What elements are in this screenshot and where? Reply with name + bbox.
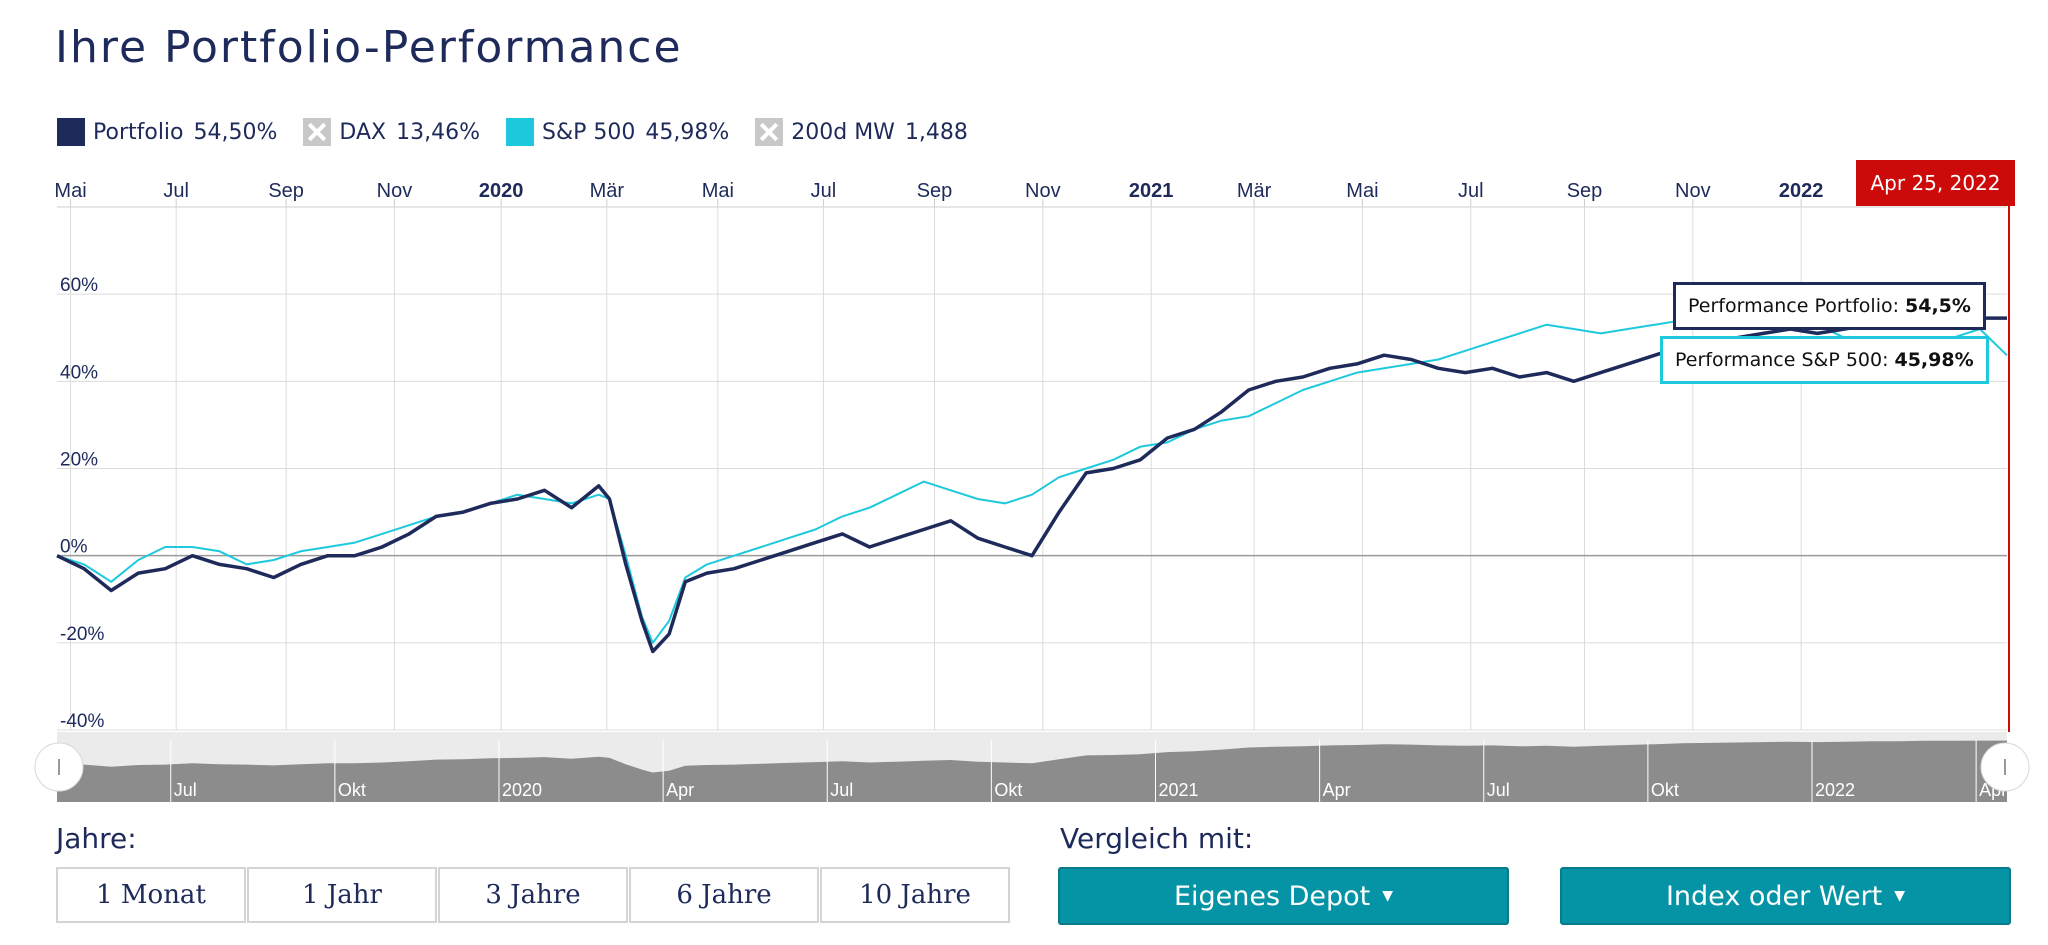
caret-down-icon: ▼ (1894, 888, 1906, 904)
own-depot-label: Eigenes Depot (1173, 880, 1371, 912)
tooltip-portfolio-label: Performance Portfolio: (1688, 295, 1900, 317)
range-button-1-year[interactable]: 1 Jahr (247, 867, 437, 923)
index-or-value-dropdown[interactable]: Index oder Wert ▼ (1560, 867, 2011, 925)
navigator-label: 2022 (1815, 780, 1855, 800)
y-tick-label: 20% (60, 450, 98, 471)
navigator-area (57, 740, 2007, 802)
legend-item-sp500[interactable]: S&P 500 45,98% (505, 118, 730, 146)
legend-value-sp500: 45,98% (645, 119, 730, 145)
x-tick-label: Mai (702, 180, 734, 202)
legend-value-dax: 13,46% (396, 119, 480, 145)
x-tick-label: 2022 (1779, 180, 1824, 202)
index-or-value-label: Index oder Wert (1665, 880, 1883, 912)
navigator-label: Apr (666, 780, 694, 800)
x-tick-label: Jul (1458, 180, 1484, 202)
tooltip-portfolio: Performance Portfolio: 54,5% (1673, 282, 1986, 330)
x-tick-label: Jul (811, 180, 837, 202)
navigator-label: 2021 (1159, 780, 1199, 800)
x-tick-label: 2021 (1129, 180, 1174, 202)
legend-label-portfolio: Portfolio (93, 119, 184, 145)
range-button-1-month[interactable]: 1 Monat (56, 867, 246, 923)
current-date-badge: Apr 25, 2022 (1856, 160, 2015, 206)
tooltip-portfolio-value: 54,5% (1905, 295, 1971, 317)
navigator-label: 2020 (502, 780, 542, 800)
caret-down-icon: ▼ (1382, 888, 1394, 904)
navigator-label: Apr (1323, 780, 1351, 800)
navigator-label: Jul (1487, 780, 1510, 800)
legend-value-portfolio: 54,50% (193, 119, 278, 145)
y-tick-label: -20% (60, 624, 104, 645)
navigator-label: Okt (338, 780, 366, 800)
tooltip-sp500-label: Performance S&P 500: (1675, 349, 1889, 371)
range-button-6-years[interactable]: 6 Jahre (629, 867, 819, 923)
x-tick-label: Sep (917, 180, 953, 202)
tooltip-sp500-value: 45,98% (1894, 349, 1974, 371)
years-label: Jahre: (56, 822, 137, 855)
range-button-3-years[interactable]: 3 Jahre (438, 867, 628, 923)
legend-swatch-portfolio (57, 118, 85, 146)
x-tick-label: Mai (54, 180, 86, 202)
x-tick-label: Jul (163, 180, 189, 202)
legend-label-sp500: S&P 500 (541, 119, 636, 145)
y-tick-label: 60% (60, 275, 98, 296)
legend-disabled-icon-dax (303, 118, 332, 146)
compare-label: Vergleich mit: (1060, 822, 1254, 855)
navigator-label: Okt (1651, 780, 1679, 800)
sp500-line (56, 306, 2008, 644)
navigator-label: Jul (830, 780, 853, 800)
range-button-10-years[interactable]: 10 Jahre (820, 867, 1010, 923)
x-tick-label: Nov (1025, 180, 1061, 202)
legend-label-dax: DAX (339, 119, 387, 145)
x-tick-label: Sep (1567, 180, 1603, 202)
y-tick-label: 40% (60, 362, 98, 383)
legend-value-200d-mw: 1,488 (904, 119, 968, 145)
legend-label-200d-mw: 200d MW (791, 119, 895, 145)
x-tick-label: Nov (1675, 180, 1711, 202)
navigator-label: Okt (994, 780, 1022, 800)
legend-item-portfolio[interactable]: Portfolio 54,50% (57, 118, 277, 146)
range-button-group: 1 Monat 1 Jahr 3 Jahre 6 Jahre 10 Jahre (56, 867, 1011, 923)
y-tick-label: -40% (60, 711, 104, 732)
x-tick-label: 2020 (479, 180, 524, 202)
chart-legend: Portfolio 54,50% DAX 13,46% S&P 500 45,9… (57, 118, 994, 146)
navigator-label: Jul (174, 780, 197, 800)
x-tick-label: Mär (590, 180, 625, 202)
legend-item-200d-mw[interactable]: 200d MW 1,488 (755, 118, 968, 146)
legend-swatch-sp500 (505, 118, 534, 146)
x-tick-label: Nov (377, 180, 413, 202)
x-tick-label: Sep (268, 180, 304, 202)
y-tick-label: 0% (60, 537, 88, 558)
own-depot-dropdown[interactable]: Eigenes Depot ▼ (1058, 867, 1509, 925)
tooltip-sp500: Performance S&P 500: 45,98% (1660, 336, 1989, 384)
legend-disabled-icon-200d-mw (755, 118, 784, 146)
x-tick-label: Mär (1237, 180, 1272, 202)
legend-item-dax[interactable]: DAX 13,46% (303, 118, 480, 146)
page-title: Ihre Portfolio-Performance (55, 22, 683, 73)
x-tick-label: Mai (1346, 180, 1378, 202)
